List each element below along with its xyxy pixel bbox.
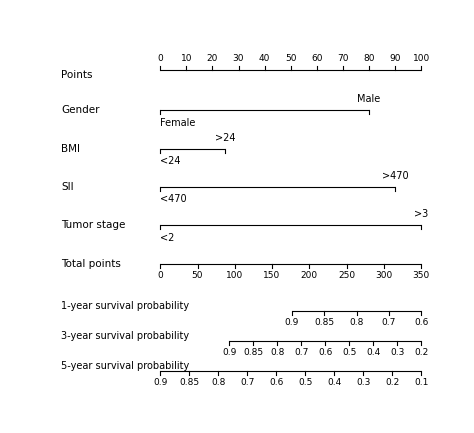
Text: 0.6: 0.6 <box>414 318 428 326</box>
Text: SII: SII <box>61 182 74 192</box>
Text: Gender: Gender <box>61 105 100 115</box>
Text: 0.9: 0.9 <box>153 378 167 387</box>
Text: 0.2: 0.2 <box>414 348 428 357</box>
Text: 0.3: 0.3 <box>356 378 370 387</box>
Text: >3: >3 <box>414 209 428 220</box>
Text: 350: 350 <box>412 271 430 280</box>
Text: 50: 50 <box>192 271 203 280</box>
Text: 0.7: 0.7 <box>382 318 396 326</box>
Text: 0: 0 <box>157 271 163 280</box>
Text: 150: 150 <box>264 271 281 280</box>
Text: >470: >470 <box>382 171 408 181</box>
Text: 0: 0 <box>157 54 163 63</box>
Text: 0.9: 0.9 <box>285 318 299 326</box>
Text: 0.9: 0.9 <box>222 348 237 357</box>
Text: Points: Points <box>61 70 92 80</box>
Text: 300: 300 <box>375 271 392 280</box>
Text: 3-year survival probability: 3-year survival probability <box>61 331 189 341</box>
Text: <24: <24 <box>160 156 181 166</box>
Text: 90: 90 <box>389 54 401 63</box>
Text: 0.6: 0.6 <box>269 378 283 387</box>
Text: 200: 200 <box>301 271 318 280</box>
Text: 0.85: 0.85 <box>243 348 264 357</box>
Text: Male: Male <box>357 94 381 104</box>
Text: 0.4: 0.4 <box>327 378 341 387</box>
Text: 100: 100 <box>226 271 244 280</box>
Text: 40: 40 <box>259 54 270 63</box>
Text: 80: 80 <box>363 54 374 63</box>
Text: >24: >24 <box>215 132 236 142</box>
Text: 0.3: 0.3 <box>390 348 404 357</box>
Text: Tumor stage: Tumor stage <box>61 220 126 230</box>
Text: 50: 50 <box>285 54 296 63</box>
Text: 0.1: 0.1 <box>414 378 428 387</box>
Text: 0.4: 0.4 <box>366 348 380 357</box>
Text: 0.85: 0.85 <box>179 378 199 387</box>
Text: 60: 60 <box>311 54 322 63</box>
Text: 10: 10 <box>181 54 192 63</box>
Text: 0.7: 0.7 <box>240 378 255 387</box>
Text: 0.2: 0.2 <box>385 378 399 387</box>
Text: Female: Female <box>160 118 196 128</box>
Text: 0.8: 0.8 <box>270 348 284 357</box>
Text: 20: 20 <box>207 54 218 63</box>
Text: 0.5: 0.5 <box>342 348 356 357</box>
Text: 5-year survival probability: 5-year survival probability <box>61 361 189 371</box>
Text: 0.5: 0.5 <box>298 378 312 387</box>
Text: <2: <2 <box>160 233 174 242</box>
Text: BMI: BMI <box>61 144 80 154</box>
Text: Total points: Total points <box>61 259 121 268</box>
Text: 0.6: 0.6 <box>318 348 332 357</box>
Text: 250: 250 <box>338 271 355 280</box>
Text: 0.7: 0.7 <box>294 348 309 357</box>
Text: 1-year survival probability: 1-year survival probability <box>61 301 189 311</box>
Text: <470: <470 <box>160 194 187 204</box>
Text: 0.8: 0.8 <box>349 318 364 326</box>
Text: 0.85: 0.85 <box>314 318 334 326</box>
Text: 70: 70 <box>337 54 348 63</box>
Text: 100: 100 <box>412 54 430 63</box>
Text: 30: 30 <box>233 54 244 63</box>
Text: 0.8: 0.8 <box>211 378 226 387</box>
